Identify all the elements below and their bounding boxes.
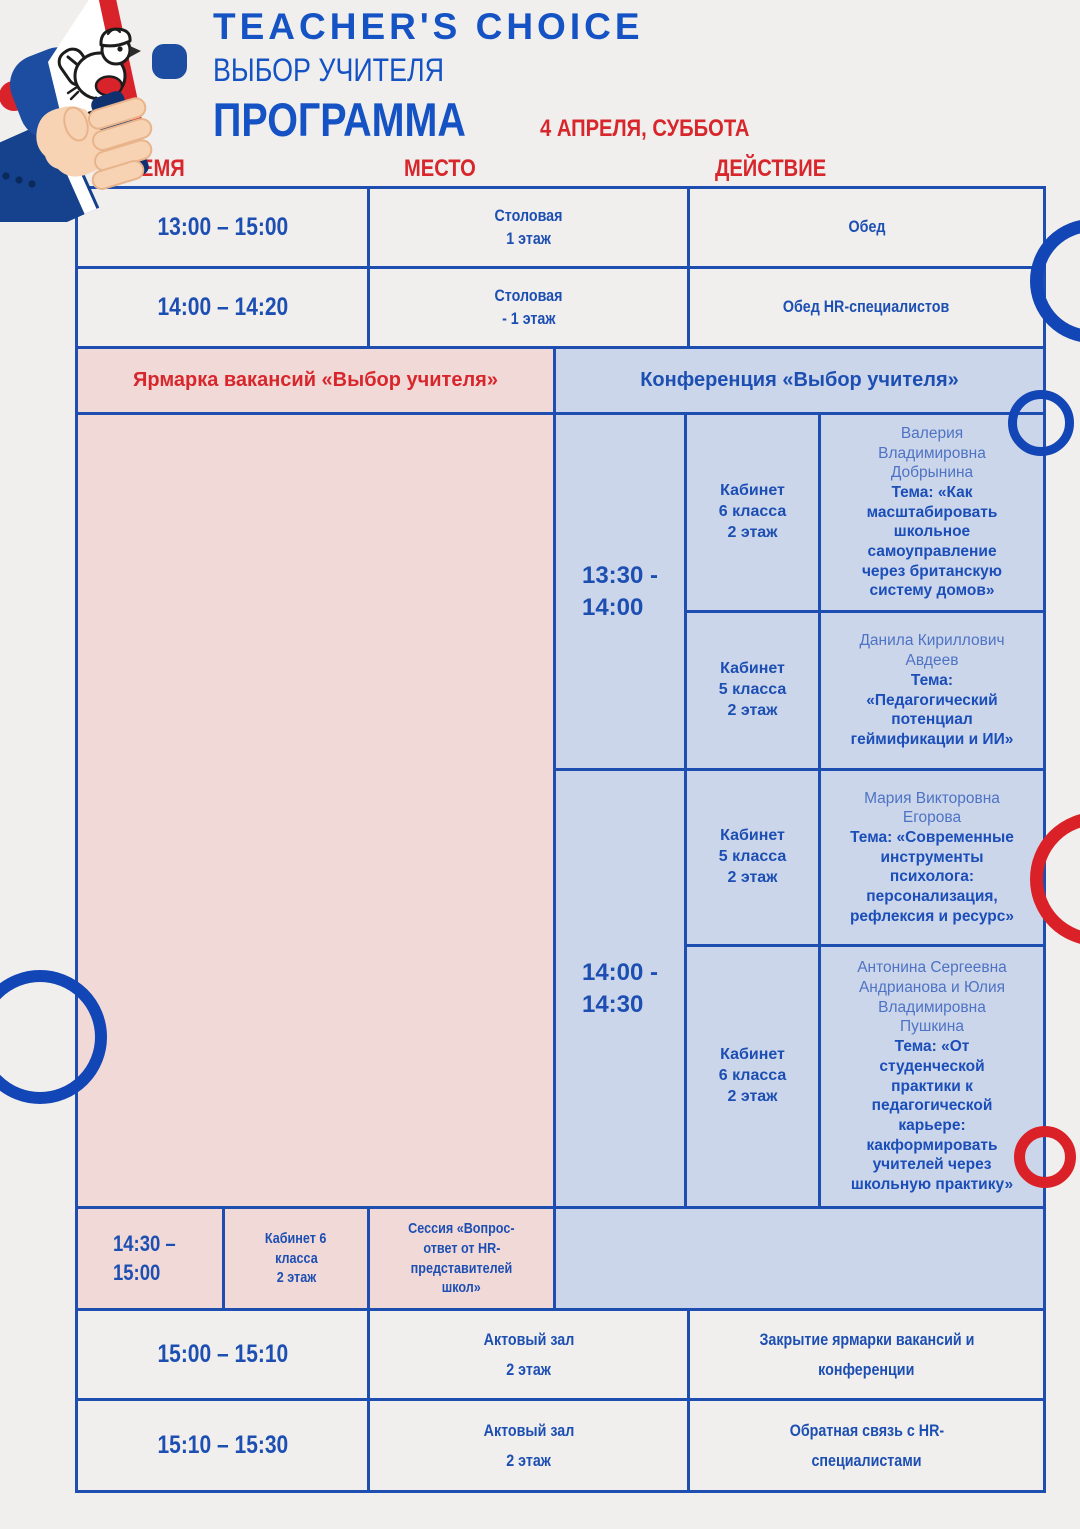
qa-session-cell: Сессия «Вопрос-ответ от HR-представителе… xyxy=(367,1206,556,1311)
program-header: ПРОГРАММА 4 АПРЕЛЯ, СУББОТА xyxy=(213,92,789,147)
room-cell: Кабинет 6 класса 2 этаж xyxy=(684,944,821,1209)
column-header-action: ДЕЙСТВИЕ xyxy=(715,155,827,182)
session-topic: Тема: «Как масштабировать школьное самоу… xyxy=(861,483,1003,600)
column-header-place: МЕСТО xyxy=(404,155,476,182)
place-cell: Актовый зал 2 этаж xyxy=(367,1398,690,1493)
place-cell: Актовый зал 2 этаж xyxy=(367,1308,690,1401)
decor-ring-blue-small-icon xyxy=(1008,390,1074,456)
schedule-table: 13:00 – 15:00 Столовая 1 этаж Обед 14:00 … xyxy=(75,186,1046,1493)
decor-ring-red-small-icon xyxy=(1014,1126,1076,1188)
section-header-conference: Конференция «Выбор учителя» xyxy=(553,346,1046,415)
qa-time-cell: 14:30 –15:00 xyxy=(75,1206,225,1311)
action-cell: Обратная связь с HR-специалистами xyxy=(687,1398,1046,1493)
qa-room-cell: Кабинет 6 класса 2 этаж xyxy=(222,1206,370,1311)
megaphone-bird-logo xyxy=(0,0,187,222)
room-cell: Кабинет 5 класса 2 этаж xyxy=(684,768,821,947)
date-label: 4 АПРЕЛЯ, СУББОТА xyxy=(540,115,750,142)
section-header-job-fair: Ярмарка вакансий «Выбор учителя» xyxy=(75,346,556,415)
speaker-name: Данила Кириллович Авдеев xyxy=(859,632,1005,670)
session-cell: Мария Викторовна Егорова Тема: «Современ… xyxy=(818,768,1046,947)
time-cell: 15:00 – 15:10 xyxy=(75,1308,370,1401)
time-cell: 13:00 – 15:00 xyxy=(75,186,370,269)
speaker-name: Валерия Владимировна Добрынина xyxy=(878,424,986,482)
place-cell: Столовая 1 этаж xyxy=(367,186,690,269)
session-cell: Антонина Сергеевна Андрианова и Юлия Вла… xyxy=(818,944,1046,1209)
session-cell: Валерия Владимировна Добрынина Тема: «Ка… xyxy=(818,412,1046,613)
action-cell: Обед xyxy=(687,186,1046,269)
program-label: ПРОГРАММА xyxy=(213,93,466,146)
room-cell: Кабинет 6 класса 2 этаж xyxy=(684,412,821,613)
speaker-name: Антонина Сергеевна Андрианова и Юлия Вла… xyxy=(857,959,1007,1036)
action-cell: Закрытие ярмарки вакансий и конференции xyxy=(687,1308,1046,1401)
fist-icon xyxy=(36,91,153,190)
session-cell: Данила Кириллович Авдеев Тема: «Педагоги… xyxy=(818,610,1046,771)
slot-time-cell: 14:00 -14:30 xyxy=(553,768,687,1209)
qa-empty-cell xyxy=(553,1206,1046,1311)
page-title: TEACHER'S CHOICE xyxy=(213,6,644,47)
room-cell: Кабинет 5 класса 2 этаж xyxy=(684,610,821,771)
job-fair-area xyxy=(75,412,556,1209)
slot-time-cell: 13:30 -14:00 xyxy=(553,412,687,771)
session-topic: Тема: «Современные инструменты психолога… xyxy=(849,828,1015,925)
speaker-name: Мария Викторовна Егорова xyxy=(864,789,1000,827)
page-subtitle: ВЫБОР УЧИТЕЛЯ xyxy=(213,52,445,88)
session-topic: Тема: «Педагогический потенциал геймифик… xyxy=(850,671,1014,748)
bird-icon xyxy=(57,27,141,115)
time-cell: 14:00 – 14:20 xyxy=(75,266,370,349)
place-cell: Столовая - 1 этаж xyxy=(367,266,690,349)
session-topic: Тема: «От студенческой практики к педаго… xyxy=(850,1038,1014,1193)
time-cell: 15:10 – 15:30 xyxy=(75,1398,370,1493)
action-cell: Обед HR-специалистов xyxy=(687,266,1046,349)
